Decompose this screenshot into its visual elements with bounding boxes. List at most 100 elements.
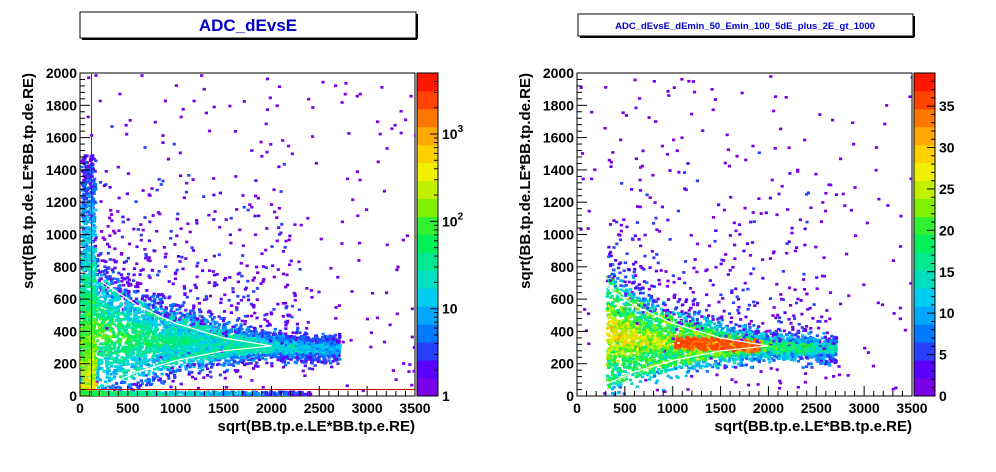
density-cell	[183, 347, 187, 350]
density-cell	[242, 335, 246, 338]
density-cell	[118, 366, 122, 369]
density-cell	[98, 99, 102, 103]
density-cell	[174, 84, 178, 87]
density-cell	[351, 198, 355, 202]
density-cell	[114, 360, 119, 364]
density-cell	[326, 337, 330, 341]
density-cell	[123, 325, 127, 328]
density-cell	[100, 321, 104, 324]
density-cell	[295, 322, 299, 326]
density-cell	[144, 358, 148, 362]
density-cell	[177, 307, 182, 311]
density-cell	[128, 309, 132, 312]
density-cell	[148, 383, 152, 387]
density-cell	[231, 325, 235, 329]
density-cell	[143, 146, 147, 149]
density-cell	[270, 349, 274, 353]
density-cell	[285, 273, 289, 277]
density-cell	[284, 323, 288, 327]
density-cell	[159, 356, 163, 359]
density-cell	[259, 140, 263, 144]
density-cell	[305, 353, 309, 357]
density-cell	[126, 218, 130, 221]
density-cell	[264, 354, 268, 357]
density-cell	[134, 362, 138, 366]
density-cell	[220, 363, 224, 367]
density-cell	[127, 383, 131, 386]
density-cell	[188, 327, 192, 331]
density-cell	[236, 369, 240, 372]
density-cell	[272, 188, 276, 192]
density-cell	[194, 353, 198, 357]
density-cell	[195, 219, 199, 222]
density-cell	[208, 309, 212, 313]
density-cell	[204, 334, 208, 338]
density-cell	[248, 343, 252, 347]
density-cell	[130, 304, 134, 308]
density-cell	[136, 315, 141, 319]
density-cell	[231, 287, 235, 290]
density-cell	[278, 339, 282, 343]
density-cell	[104, 348, 108, 352]
density-cell	[277, 165, 281, 169]
density-cell	[332, 354, 336, 358]
density-cell	[287, 238, 291, 242]
density-cell	[321, 343, 325, 347]
density-cell	[144, 337, 148, 340]
density-cell	[329, 351, 333, 354]
density-cell	[185, 240, 189, 244]
density-cell	[180, 255, 184, 259]
density-cell	[184, 334, 188, 337]
density-cell	[190, 341, 194, 345]
density-cell	[204, 111, 208, 115]
density-cell	[216, 345, 220, 349]
density-cell	[106, 311, 110, 314]
density-cell	[173, 330, 177, 334]
density-cell	[190, 354, 194, 358]
density-cell	[152, 321, 156, 324]
density-cell	[246, 208, 250, 212]
density-cell	[202, 195, 206, 198]
density-cell	[214, 350, 218, 353]
density-cell	[178, 365, 182, 369]
density-cell	[221, 345, 226, 348]
density-cell	[322, 351, 326, 355]
density-cell	[190, 359, 194, 362]
density-cell	[248, 203, 252, 206]
density-cell	[148, 259, 152, 263]
density-cell	[97, 323, 101, 327]
density-cell	[186, 315, 190, 319]
density-cell	[115, 308, 119, 312]
density-cell	[139, 384, 143, 387]
density-cell	[121, 349, 125, 353]
density-cell	[106, 242, 110, 246]
density-cell	[284, 327, 288, 330]
density-cell	[180, 341, 184, 345]
density-cell	[118, 284, 122, 287]
density-cell	[106, 341, 110, 345]
density-cell	[284, 306, 288, 310]
density-cell	[105, 271, 109, 274]
density-cell	[160, 329, 165, 332]
density-cell	[86, 115, 90, 119]
density-cell	[170, 306, 174, 310]
density-cell	[243, 363, 247, 367]
density-cell	[149, 295, 153, 299]
density-cell	[80, 280, 84, 283]
density-cell	[304, 356, 308, 360]
density-cell	[172, 361, 176, 365]
density-cell	[288, 313, 292, 317]
density-cell	[252, 359, 256, 362]
density-cell	[102, 184, 106, 187]
density-cell	[210, 366, 214, 369]
density-cell	[110, 301, 114, 305]
density-cell	[191, 351, 195, 355]
density-cell	[134, 365, 138, 369]
density-cell	[218, 336, 222, 339]
density-cell	[264, 266, 268, 269]
density-cell	[145, 324, 149, 327]
density-cell	[399, 109, 403, 113]
density-cell	[116, 348, 120, 351]
density-cell	[153, 351, 157, 355]
density-cell	[119, 338, 123, 341]
